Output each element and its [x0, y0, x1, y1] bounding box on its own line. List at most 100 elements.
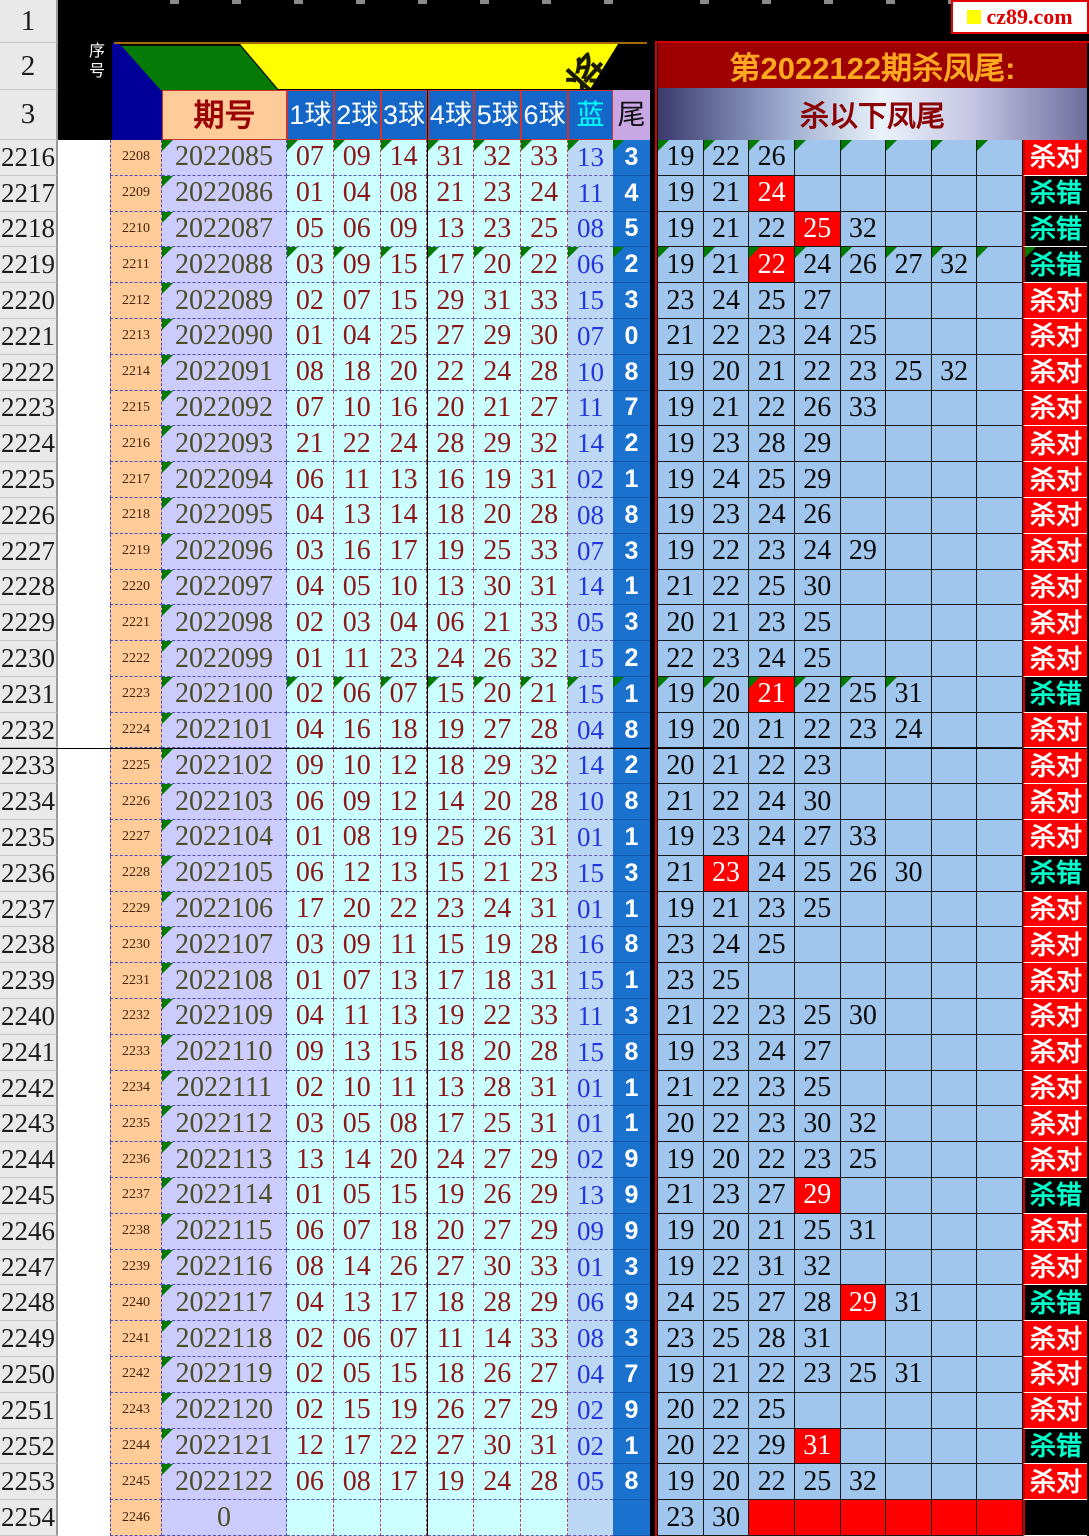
- ball-cell[interactable]: 17: [333, 1428, 381, 1465]
- ball-cell[interactable]: 11: [380, 927, 428, 964]
- kill-number-cell[interactable]: [977, 712, 1023, 749]
- period-cell[interactable]: 2022089: [162, 283, 287, 319]
- kill-number-cell[interactable]: [977, 1357, 1023, 1393]
- kill-number-cell[interactable]: [886, 1500, 932, 1536]
- blue-ball-cell[interactable]: 06: [568, 247, 613, 284]
- ball-cell[interactable]: 11: [333, 462, 381, 498]
- gutter-row-number[interactable]: 2219: [0, 247, 58, 284]
- ball-cell[interactable]: 05: [333, 1357, 381, 1393]
- result-cell[interactable]: 杀对: [1023, 1464, 1087, 1501]
- kill-number-cell[interactable]: [840, 1500, 887, 1536]
- kill-number-cell[interactable]: 19: [658, 1464, 704, 1501]
- gutter-row-number[interactable]: 2242: [0, 1070, 58, 1107]
- ball-cell[interactable]: 28: [521, 1464, 568, 1501]
- kill-number-cell[interactable]: 19: [658, 390, 704, 427]
- tail-cell[interactable]: 8: [613, 927, 650, 964]
- kill-number-cell[interactable]: [794, 1392, 841, 1429]
- empty-cell[interactable]: [58, 354, 110, 391]
- ball-column-header[interactable]: 3球: [380, 90, 428, 140]
- kill-number-cell[interactable]: [977, 1464, 1023, 1501]
- ball-cell[interactable]: 03: [287, 533, 334, 570]
- kill-number-cell[interactable]: 21: [658, 784, 704, 821]
- blue-ball-cell[interactable]: 14: [568, 748, 613, 785]
- seq-cell[interactable]: 2208: [110, 140, 162, 176]
- seq-cell[interactable]: 2221: [110, 605, 162, 642]
- kill-number-cell[interactable]: 25: [794, 891, 841, 928]
- kill-number-cell[interactable]: [977, 247, 1023, 284]
- tail-cell[interactable]: 1: [613, 820, 650, 856]
- kill-number-cell[interactable]: [886, 1392, 932, 1429]
- kill-number-cell[interactable]: 26: [840, 247, 887, 284]
- ball-cell[interactable]: 01: [287, 175, 334, 212]
- kill-number-cell[interactable]: 19: [658, 426, 704, 463]
- seq-cell[interactable]: 2236: [110, 1142, 162, 1179]
- period-cell[interactable]: 2022100: [162, 676, 287, 713]
- kill-number-cell[interactable]: 22: [703, 1428, 750, 1465]
- ball-cell[interactable]: 15: [380, 283, 428, 319]
- ball-cell[interactable]: 21: [474, 390, 522, 427]
- blue-ball-cell[interactable]: 05: [568, 1464, 613, 1501]
- kill-number-cell[interactable]: 21: [658, 855, 704, 892]
- kill-number-cell[interactable]: 25: [703, 963, 750, 1000]
- kill-number-cell[interactable]: [840, 1070, 887, 1107]
- result-cell[interactable]: 杀对: [1023, 784, 1087, 821]
- kill-number-cell[interactable]: 26: [749, 140, 795, 176]
- ball-cell[interactable]: 17: [380, 533, 428, 570]
- kill-number-cell[interactable]: [977, 175, 1023, 212]
- kill-number-cell[interactable]: [886, 140, 932, 176]
- blue-ball-cell[interactable]: 01: [568, 1070, 613, 1107]
- ball-cell[interactable]: 23: [380, 641, 428, 677]
- kill-number-cell[interactable]: 25: [794, 605, 841, 642]
- gutter-row-number[interactable]: 2218: [0, 211, 58, 248]
- kill-number-cell[interactable]: 19: [658, 354, 704, 391]
- kill-number-cell[interactable]: [840, 426, 887, 463]
- tail-cell[interactable]: 3: [613, 533, 650, 570]
- kill-number-cell[interactable]: [840, 1392, 887, 1429]
- kill-number-cell[interactable]: [931, 963, 978, 1000]
- kill-number-cell[interactable]: 30: [794, 784, 841, 821]
- kill-number-cell[interactable]: [931, 140, 978, 176]
- kill-number-cell[interactable]: 24: [749, 784, 795, 821]
- ball-cell[interactable]: 19: [427, 999, 475, 1035]
- gutter-row-number[interactable]: 2217: [0, 175, 58, 212]
- ball-cell[interactable]: 27: [521, 1357, 568, 1393]
- kill-number-cell[interactable]: 21: [703, 891, 750, 928]
- kill-number-cell[interactable]: [840, 140, 887, 176]
- gutter-row-number[interactable]: 2252: [0, 1428, 58, 1465]
- ball-cell[interactable]: 23: [521, 855, 568, 892]
- kill-number-cell[interactable]: [886, 1178, 932, 1214]
- kill-number-cell[interactable]: 23: [749, 533, 795, 570]
- kill-number-cell[interactable]: 25: [840, 1357, 887, 1393]
- ball-cell[interactable]: 22: [380, 891, 428, 928]
- period-cell[interactable]: 2022117: [162, 1285, 287, 1322]
- kill-number-cell[interactable]: [886, 426, 932, 463]
- ball-cell[interactable]: 07: [333, 1213, 381, 1250]
- kill-number-cell[interactable]: 26: [794, 390, 841, 427]
- kill-number-cell[interactable]: 22: [749, 247, 795, 284]
- result-cell[interactable]: 杀对: [1023, 1034, 1087, 1071]
- ball-cell[interactable]: 18: [380, 712, 428, 749]
- ball-cell[interactable]: 28: [521, 784, 568, 821]
- kill-number-cell[interactable]: [840, 497, 887, 534]
- kill-number-cell[interactable]: [931, 1392, 978, 1429]
- kill-number-cell[interactable]: [840, 1249, 887, 1286]
- kill-number-cell[interactable]: [977, 641, 1023, 677]
- blue-ball-cell[interactable]: 08: [568, 211, 613, 248]
- kill-number-cell[interactable]: 24: [703, 283, 750, 319]
- period-cell[interactable]: 2022115: [162, 1213, 287, 1250]
- site-logo[interactable]: cz89.com: [951, 0, 1089, 34]
- ball-cell[interactable]: 29: [474, 748, 522, 785]
- tail-cell[interactable]: 1: [613, 676, 650, 713]
- ball-cell[interactable]: 26: [427, 1392, 475, 1429]
- empty-cell[interactable]: [58, 1357, 110, 1393]
- ball-cell[interactable]: [380, 1500, 428, 1536]
- seq-cell[interactable]: 2231: [110, 963, 162, 1000]
- gutter-row-number[interactable]: 2231: [0, 676, 58, 713]
- kill-number-cell[interactable]: [931, 1106, 978, 1143]
- ball-cell[interactable]: 22: [521, 247, 568, 284]
- kill-number-cell[interactable]: 24: [749, 497, 795, 534]
- ball-cell[interactable]: 04: [333, 318, 381, 355]
- ball-cell[interactable]: 28: [474, 1285, 522, 1322]
- kill-number-cell[interactable]: 31: [886, 1357, 932, 1393]
- kill-number-cell[interactable]: 32: [840, 1464, 887, 1501]
